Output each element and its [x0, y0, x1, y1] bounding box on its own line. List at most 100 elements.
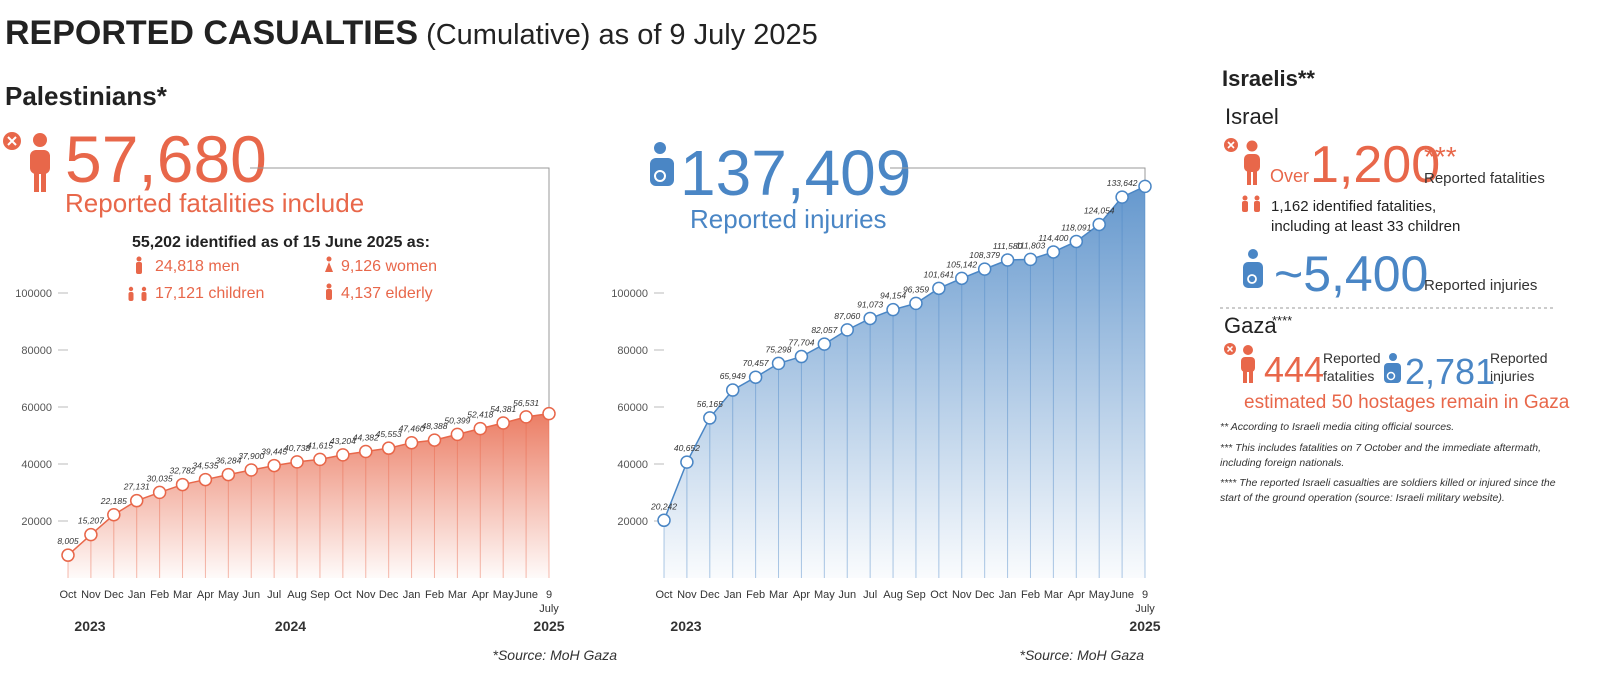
value-label: 36,284: [215, 456, 241, 466]
breakdown: 17,121 children: [155, 285, 264, 302]
title: REPORTED CASUALTIES (Cumulative) as of 9 …: [5, 14, 818, 52]
point: [84, 527, 98, 542]
value-label: 8,005: [57, 536, 79, 546]
y-tick-label: 40000: [21, 459, 52, 471]
point: [221, 467, 236, 482]
x-tick-label: Feb: [1021, 589, 1040, 601]
value-label: 15,207: [78, 516, 104, 526]
year-label: 2023: [670, 618, 701, 634]
point: [267, 458, 281, 473]
value-label: 65,949: [720, 371, 746, 381]
x-tick-label: Apr: [793, 589, 810, 601]
footnote: including foreign nationals.: [1220, 457, 1344, 469]
area: [68, 413, 549, 578]
headline-label: Reported fatalities: [1424, 170, 1545, 187]
x-tick-label: Nov: [952, 589, 972, 601]
point: [450, 427, 465, 442]
value-label: 27,131: [123, 482, 150, 492]
source: *Source: MoH Gaza: [493, 647, 618, 663]
section-heading: Palestinians*: [5, 81, 168, 111]
y-tick-label: 20000: [617, 516, 648, 528]
x-tick-label: Oct: [930, 589, 947, 601]
area: [664, 186, 1145, 579]
value-label: 111,580: [993, 241, 1023, 251]
point: [1138, 179, 1152, 194]
x-tick-label: May: [1089, 589, 1110, 601]
headline-label: injuries: [1490, 368, 1534, 384]
x-tick-label: 9: [1142, 589, 1148, 601]
x-tick-label: Feb: [425, 589, 444, 601]
x-tick-label: Jun: [242, 589, 260, 601]
subheading: Israel: [1225, 104, 1279, 129]
point: [1092, 217, 1106, 232]
value-label: 124,054: [1084, 205, 1115, 215]
point: [886, 302, 900, 317]
x-tick-label: Apr: [197, 589, 214, 601]
connector: [250, 167, 550, 410]
point: [175, 477, 190, 492]
x-tick-label: Mar: [173, 589, 192, 601]
x-tick-label: June: [514, 589, 538, 601]
headline-label: fatalities: [1323, 368, 1374, 384]
y-tick-label: 80000: [617, 345, 648, 357]
value-label: 22,185: [100, 496, 127, 506]
year-label: 2025: [1129, 618, 1160, 634]
point: [657, 513, 671, 528]
value-label: 44,382: [353, 433, 379, 443]
x-tick-label: Dec: [379, 589, 399, 601]
point: [771, 356, 786, 371]
point: [1069, 234, 1084, 249]
x-tick-label: Feb: [746, 589, 765, 601]
value-label: 32,782: [170, 466, 196, 476]
point: [473, 421, 488, 436]
footnote: **** The reported Israeli casualties are…: [1220, 477, 1556, 489]
value-label: 77,704: [788, 338, 814, 348]
line: [67, 412, 550, 556]
value-label: 48,388: [421, 421, 447, 431]
value-label: 50,399: [444, 415, 470, 425]
point: [794, 349, 809, 364]
small-icons: [1242, 195, 1260, 212]
x-tick-label: Apr: [1068, 589, 1085, 601]
value-label: 101,641: [923, 269, 954, 279]
headline-label: Reported: [1323, 350, 1381, 366]
point: [909, 296, 923, 311]
x-tick-label: Nov: [677, 589, 697, 601]
y-tick-label: 20000: [21, 516, 52, 528]
point: [840, 323, 854, 337]
value-label: 40,652: [674, 443, 700, 453]
point: [404, 435, 419, 450]
value-label: 56,165: [697, 399, 723, 409]
point: [703, 411, 717, 425]
value-label: 52,418: [467, 410, 493, 420]
footnote-mark: ***: [1424, 141, 1457, 172]
value-label: 118,091: [1061, 222, 1091, 232]
headline-label: Reported injuries: [1424, 277, 1537, 294]
footnote: *** This includes fatalities on 7 Octobe…: [1220, 442, 1541, 454]
x-tick-label: Jan: [724, 589, 742, 601]
line: [663, 185, 1146, 521]
x-tick-label: May: [814, 589, 835, 601]
y-tick-label: 100000: [611, 288, 648, 300]
value-label: 54,381: [490, 404, 516, 414]
x-tick-label: Apr: [472, 589, 489, 601]
footnote: ** According to Israeli media citing off…: [1220, 421, 1454, 433]
y-tick-label: 40000: [617, 459, 648, 471]
headline-number: 1,200: [1310, 136, 1440, 194]
x-tick-label: Jan: [999, 589, 1017, 601]
x-tick-sublabel: July: [1135, 603, 1155, 615]
point: [427, 433, 442, 447]
point: [1023, 252, 1038, 267]
hostages-note: estimated 50 hostages remain in Gaza: [1244, 392, 1570, 413]
y-tick-label: 60000: [617, 402, 648, 414]
point: [107, 508, 121, 522]
fatality-icon: [1224, 138, 1260, 185]
year-label: 2025: [533, 618, 564, 634]
point: [1000, 253, 1015, 267]
value-label: 37,900: [238, 451, 264, 461]
point: [1115, 190, 1129, 204]
y-tick-label: 80000: [21, 345, 52, 357]
value-label: 105,142: [946, 259, 977, 269]
value-label: 43,204: [330, 436, 356, 446]
